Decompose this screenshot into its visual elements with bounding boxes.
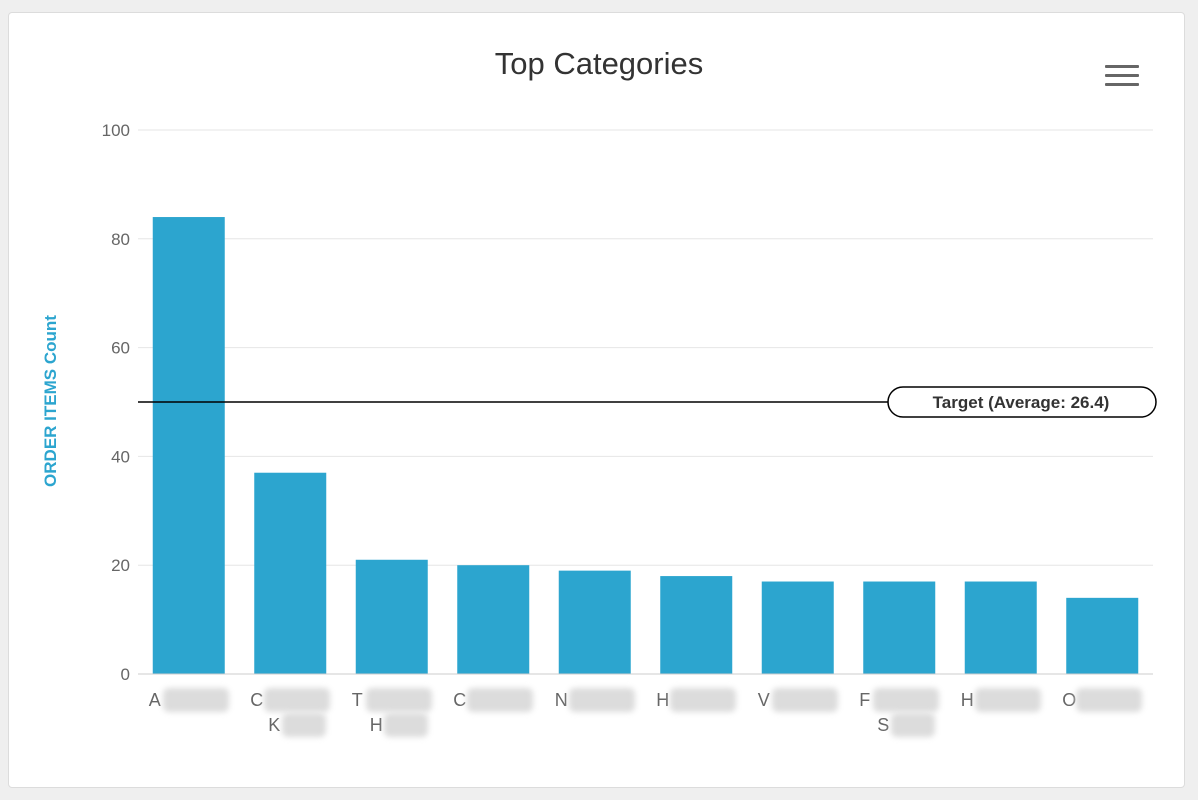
bar: [254, 472, 327, 674]
x-tick-label: S: [877, 715, 889, 735]
bar: [761, 581, 834, 674]
y-tick-label: 60: [111, 339, 130, 358]
menu-line: [1105, 83, 1139, 86]
redacted-label-text: [365, 688, 432, 712]
bar: [660, 576, 733, 674]
target-label-box: [887, 386, 1157, 418]
redacted-label-text: [383, 713, 428, 737]
redacted-label-text: [162, 688, 229, 712]
x-tick-label: V: [758, 690, 770, 710]
y-tick-label: 0: [121, 665, 130, 684]
redacted-label-text: [282, 713, 327, 737]
x-tick-label: K: [268, 715, 280, 735]
y-axis-title: ORDER ITEMS Count: [41, 315, 60, 487]
bar: [152, 217, 225, 675]
x-tick-label: C: [250, 690, 263, 710]
redacted-label-text: [1076, 688, 1143, 712]
redacted-label-text: [891, 713, 936, 737]
bar: [863, 581, 936, 674]
x-tick-label: N: [555, 690, 568, 710]
bar: [964, 581, 1037, 674]
menu-line: [1105, 65, 1139, 68]
y-tick-label: 20: [111, 556, 130, 575]
x-tick-label: T: [352, 690, 363, 710]
bar: [457, 565, 530, 674]
y-tick-label: 100: [102, 121, 130, 140]
x-tick-label: C: [453, 690, 466, 710]
menu-line: [1105, 74, 1139, 77]
hamburger-menu-icon[interactable]: [1103, 62, 1141, 92]
bar: [355, 559, 428, 674]
y-tick-label: 40: [111, 447, 130, 466]
chart-title: Top Categories: [494, 46, 704, 81]
bar: [558, 570, 631, 674]
redacted-label-text: [771, 688, 838, 712]
redacted-label-text: [670, 688, 737, 712]
x-tick-label: F: [859, 690, 870, 710]
redacted-label-text: [264, 688, 331, 712]
y-tick-label: 80: [111, 230, 130, 249]
redacted-label-text: [873, 688, 940, 712]
x-tick-label: O: [1062, 690, 1076, 710]
x-tick-label: H: [370, 715, 383, 735]
target-label: Target (Average: 26.4): [933, 393, 1110, 412]
x-tick-label: A: [149, 690, 161, 710]
x-tick-label: H: [961, 690, 974, 710]
redacted-label-text: [568, 688, 635, 712]
redacted-label-text: [467, 688, 534, 712]
redacted-label-text: [974, 688, 1041, 712]
bar: [1066, 597, 1139, 674]
x-tick-label: H: [656, 690, 669, 710]
